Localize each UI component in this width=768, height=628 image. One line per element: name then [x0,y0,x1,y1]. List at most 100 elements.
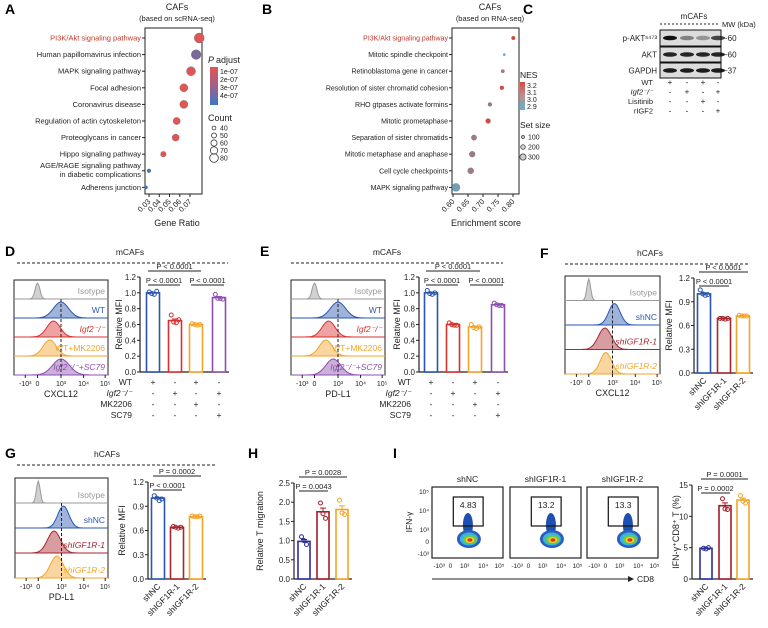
x-tick-label: -10³ [570,380,583,387]
treatment-label: rIGF2 [634,107,653,116]
data-point [220,296,226,302]
legend-tick-label: 60 [220,141,228,148]
gate [530,496,562,527]
data-point [511,36,516,40]
gate-percentage: 13.2 [538,500,555,510]
x-tick-label: 0 [36,381,40,388]
legend-title: Set size [520,120,551,130]
data-point [736,312,742,318]
data-point [432,290,438,296]
bar [696,293,712,374]
data-point [424,287,430,293]
treatment-sign: - [497,377,500,387]
treatment-label: WT [398,377,411,387]
data-point [212,291,218,297]
histogram-row-label: shIGF1R-1 [63,540,105,550]
y-tick-label: -10³ [417,551,429,558]
flow-plot-frame [509,486,582,559]
group-header: mCAFs [373,247,401,257]
category-label: Retinoblastoma gene in cancer [351,69,448,76]
category-label: MAPK signaling pathway [58,67,141,76]
data-point [720,315,726,321]
data-point [194,514,200,520]
y-tick-label: 1.2 [133,478,145,487]
data-point [705,292,711,298]
p-value-label: P = 0.0043 [295,482,331,491]
panel-label: I [393,445,397,461]
treatment-label: Lisitinib [628,97,653,106]
x-tick-label: 10⁴ [633,563,643,570]
treatment-sign: - [152,388,155,398]
x-axis-label: Gene Ratio [154,218,200,228]
y-tick-label: 0.0 [679,369,691,378]
x-tick-label: 0.65 [455,197,472,214]
group-header: mCAFs [681,12,708,21]
p-value-label: P = 0.0001 [706,470,742,479]
chart-subtitle: (based on scRNA-seq) [139,14,215,23]
mw-label: ~60 [723,34,737,43]
y-tick-label: 0.9 [679,298,691,307]
data-point [175,525,181,531]
data-point [197,322,203,327]
treatment-sign: - [669,97,672,106]
treatment-sign: - [686,107,689,116]
data-point [151,291,157,297]
treatment-label: Igf2⁻/⁻ [630,88,654,97]
category-label-line: in diabetic complications [60,170,142,179]
panel-label: B [262,1,272,17]
color-scale-bar [520,82,525,110]
y-tick-label: 0.4 [404,336,416,345]
x-tick-label: 0 [449,563,453,570]
y-tick-label: 0 [684,575,689,584]
data-point [471,325,477,331]
legend-title: NES [520,70,538,80]
blot-label: GAPDH [629,67,658,76]
treatment-sign: - [174,399,177,409]
protein-band [663,68,677,73]
legend-tick-label: 50 [220,133,228,140]
bar [150,497,166,580]
x-tick-label: 10³ [460,563,470,570]
histogram-row-label: shIGF1R-2 [63,565,105,575]
legend-size-circle [209,146,219,155]
treatment-label: WT [641,78,653,87]
x-tick-label: -10³ [19,381,32,388]
data-point [500,69,505,74]
category-label: Regulation of actin cytoskeleton [35,117,141,126]
data-point [499,303,505,308]
data-point [189,321,195,327]
bar [467,326,483,373]
data-point [720,496,725,502]
treatment-sign: - [702,107,705,116]
y-tick-label: 0.6 [133,527,145,536]
legend-tick-label: 4e-07 [220,93,238,100]
y-tick-label: 2.0 [279,498,291,507]
treatment-label: Igf2⁻/⁻ [385,388,412,398]
y-axis-label: Relative MFI [114,299,124,350]
bar [735,315,751,374]
x-tick-label: 0 [587,380,591,387]
histogram-row-label: shIGF1R-2 [615,361,657,371]
histogram-row-label: shNC [84,515,105,525]
data-point [176,317,182,323]
y-tick-label: 0.3 [133,551,145,560]
x-tick-label: 10³ [607,380,618,387]
treatment-sign: + [194,377,199,387]
y-tick-label: 1.0 [404,289,416,298]
data-point [170,523,176,529]
bar [316,510,330,580]
chart-subtitle: (based on RNA-seq) [456,14,525,23]
data-point [301,538,307,544]
bar [445,323,461,373]
x-tick-label: 0.80 [500,197,517,214]
gate-percentage: 4.83 [460,500,477,510]
data-point [494,302,500,308]
treatment-sign: - [218,377,221,387]
data-point [215,295,221,301]
treatment-sign: + [668,78,673,87]
data-point [320,511,326,517]
category-label: MAPK signaling pathway [371,185,449,192]
data-point [191,49,202,60]
protein-band [711,68,725,73]
bar [145,292,161,373]
